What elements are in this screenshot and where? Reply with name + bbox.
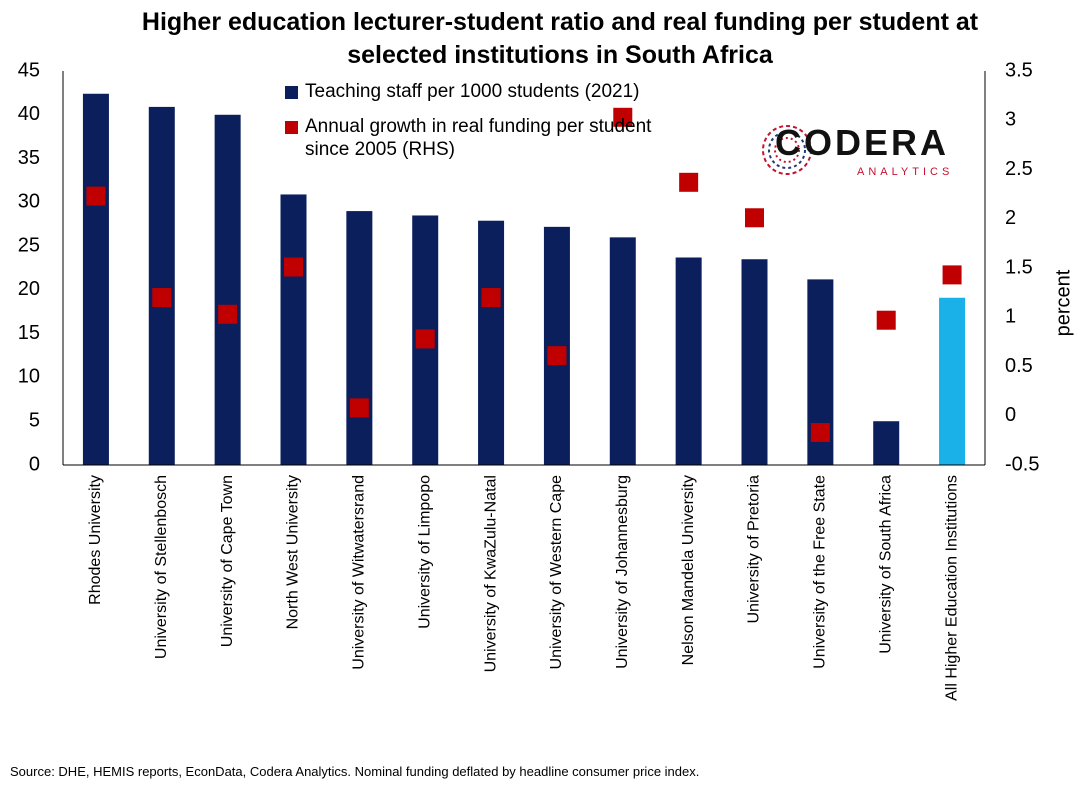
marker-point [745,208,764,228]
legend-swatch-marker [285,121,298,134]
y-tick-label-left: 30 [18,191,40,213]
y-tick-label-left: 35 [18,147,40,169]
y-tick-label-left: 45 [18,59,40,81]
x-tick-label: University of Pretoria [746,475,763,624]
x-tick-label: University of Western Cape [548,475,565,670]
legend-label-marker: Annual growth in real funding per studen… [305,116,652,160]
legend-label-bar: Teaching staff per 1000 students (2021) [305,81,640,102]
y-axis-right-label: percent [1052,269,1074,336]
marker-point [876,310,896,330]
marker-point [218,304,238,324]
chart-title: Higher education lecturer-student ratio … [141,8,979,69]
legend: Teaching staff per 1000 students (2021) … [285,80,665,173]
x-tick-label: University of Johannesburg [614,475,631,669]
bar [609,237,636,465]
bar [82,93,109,466]
source-note: Source: DHE, HEMIS reports, EconData, Co… [10,764,700,779]
y-tick-label-right: 2.5 [1005,158,1033,180]
x-tick-label: University of Limpopo [416,475,433,629]
marker-point [152,288,172,308]
legend-item-marker: Annual growth in real funding per studen… [285,115,665,161]
x-tick-label: University of Cape Town [219,475,236,647]
y-tick-label-left: 10 [18,366,40,388]
x-tick-label: Nelson Mandela University [680,475,697,665]
logo-subtitle: ANALYTICS [857,166,954,178]
bar [939,297,966,465]
marker-point [86,186,106,206]
marker-point [349,398,369,418]
y-tick-label-right: 2 [1005,207,1016,229]
x-tick-label: North West University [285,475,302,629]
bar [346,211,373,465]
x-tick-label: All Higher Education Institutions [943,475,960,701]
y-tick-label-left: 25 [18,234,40,256]
bar [214,114,241,466]
y-tick-label-right: -0.5 [1005,453,1039,475]
bar [543,226,570,465]
marker-point [415,329,435,349]
x-tick-label: University of South Africa [877,475,894,654]
y-tick-label-left: 40 [18,103,40,125]
bar [741,259,768,465]
marker-point [613,107,633,127]
legend-item-bar: Teaching staff per 1000 students (2021) [285,80,665,103]
y-tick-label-left: 0 [29,453,40,475]
x-tick-label: Rhodes University [87,475,104,605]
y-tick-label-right: 3.5 [1005,59,1033,81]
bar [675,257,702,465]
marker-point [481,288,501,308]
marker-point [547,346,567,366]
marker-point [284,257,303,277]
logo-swirl-icon [762,125,812,175]
y-tick-label-right: 1 [1005,306,1016,328]
x-tick-label: University of Stellenbosch [153,475,170,659]
legend-swatch-bar [285,86,298,99]
y-tick-label-right: 1.5 [1005,256,1033,278]
bar [148,106,175,466]
axes-layer [62,71,986,466]
y-tick-label-right: 0 [1005,404,1016,426]
y-tick-label-left: 20 [18,278,40,300]
bar [478,220,505,465]
x-tick-label: University of the Free State [812,475,829,669]
y-tick-label-left: 5 [29,410,40,432]
x-tick-label: University of Witwatersrand [351,475,368,670]
bar [873,421,900,465]
x-tick-label: University of KwaZulu-Natal [482,475,499,672]
bar [280,194,307,465]
y-tick-label-right: 0.5 [1005,355,1033,377]
markers-layer [86,107,962,442]
labels-layer: Rhodes University University of Stellenbo… [18,59,1075,701]
y-tick-label-left: 15 [18,322,40,344]
marker-point [679,172,699,192]
marker-point [942,265,962,285]
logo-name: CODERA [775,122,950,163]
marker-point [810,422,830,442]
y-tick-label-right: 3 [1005,109,1016,131]
codera-logo: CODERA ANALYTICS [755,122,970,184]
